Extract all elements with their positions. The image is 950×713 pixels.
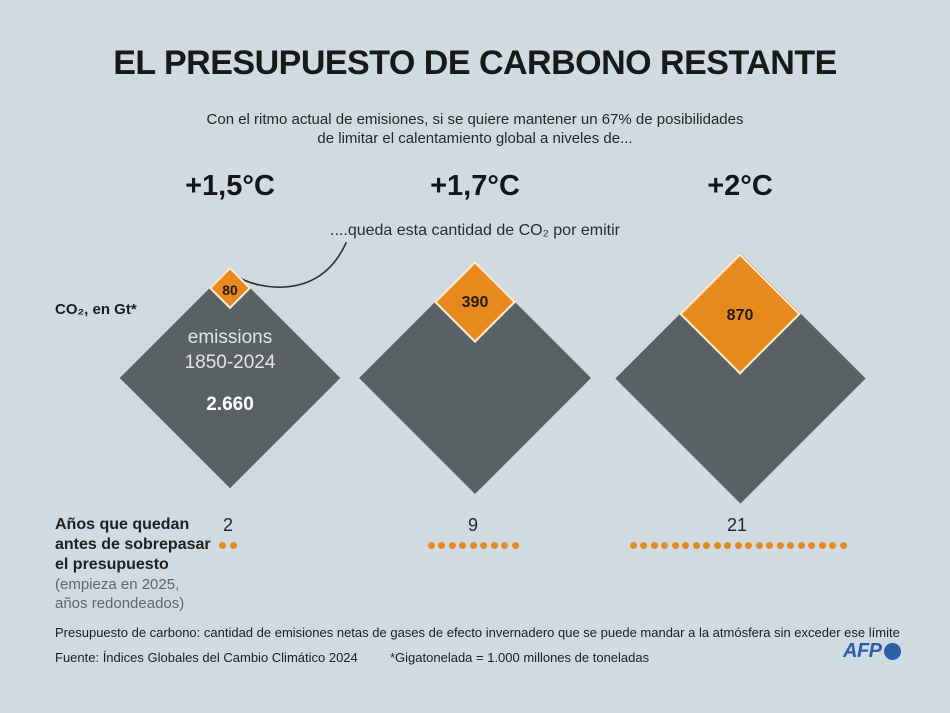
- subtitle: Con el ritmo actual de emisiones, si se …: [0, 110, 950, 148]
- years-label-line4: (empieza en 2025,: [55, 576, 180, 593]
- remaining-co2-annotation: ....queda esta cantidad de CO₂ por emiti…: [330, 222, 620, 239]
- afp-logo-text: AFP: [843, 640, 882, 662]
- unit-label: CO₂, en Gt*: [55, 301, 137, 318]
- years-label-line5: años redondeados): [55, 595, 185, 612]
- years-label-line2: antes de sobrepasar: [55, 536, 211, 553]
- emissions-total-value: 2.660: [206, 394, 254, 415]
- temp-label-2c: +2°C: [707, 170, 773, 202]
- subtitle-line-2: de limitar el calentamiento global a niv…: [317, 130, 633, 147]
- afp-logo: AFP: [843, 640, 901, 663]
- footer-source: Fuente: Índices Globales del Cambio Clim…: [55, 650, 358, 665]
- years-value-1-7c: 9: [467, 515, 478, 535]
- remaining-value-1-5c: 80: [222, 282, 238, 298]
- page-title: EL PRESUPUESTO DE CARBONO RESTANTE: [113, 44, 837, 82]
- years-value-1-5c: 2: [222, 515, 233, 535]
- footer-definition: Presupuesto de carbono: cantidad de emis…: [55, 625, 900, 640]
- years-remaining-label: Años que quedan antes de sobrepasar el p…: [55, 515, 211, 613]
- annotation-leader-curve: [237, 242, 347, 288]
- subtitle-line-1: Con el ritmo actual de emisiones, si se …: [206, 111, 744, 128]
- temp-label-1-7c: +1,7°C: [430, 170, 520, 202]
- years-value-2c: 21: [726, 515, 748, 535]
- years-label-line1: Años que quedan: [55, 516, 190, 533]
- footer-gigatonne-note: *Gigatonelada = 1.000 millones de tonela…: [390, 650, 650, 665]
- emissions-label-line1: emissions: [187, 327, 273, 348]
- emissions-label-line2: 1850-2024: [184, 352, 276, 373]
- temp-label-1-5c: +1,5°C: [185, 170, 275, 202]
- afp-logo-circle-icon: [883, 643, 901, 660]
- years-dots-2c: [627, 542, 849, 549]
- years-dots-1-5c: [198, 542, 258, 549]
- remaining-value-2c: 870: [726, 307, 754, 324]
- remaining-value-1-7c: 390: [461, 294, 489, 311]
- years-dots-1-7c: [373, 542, 573, 549]
- years-label-line3: el presupuesto: [55, 556, 169, 573]
